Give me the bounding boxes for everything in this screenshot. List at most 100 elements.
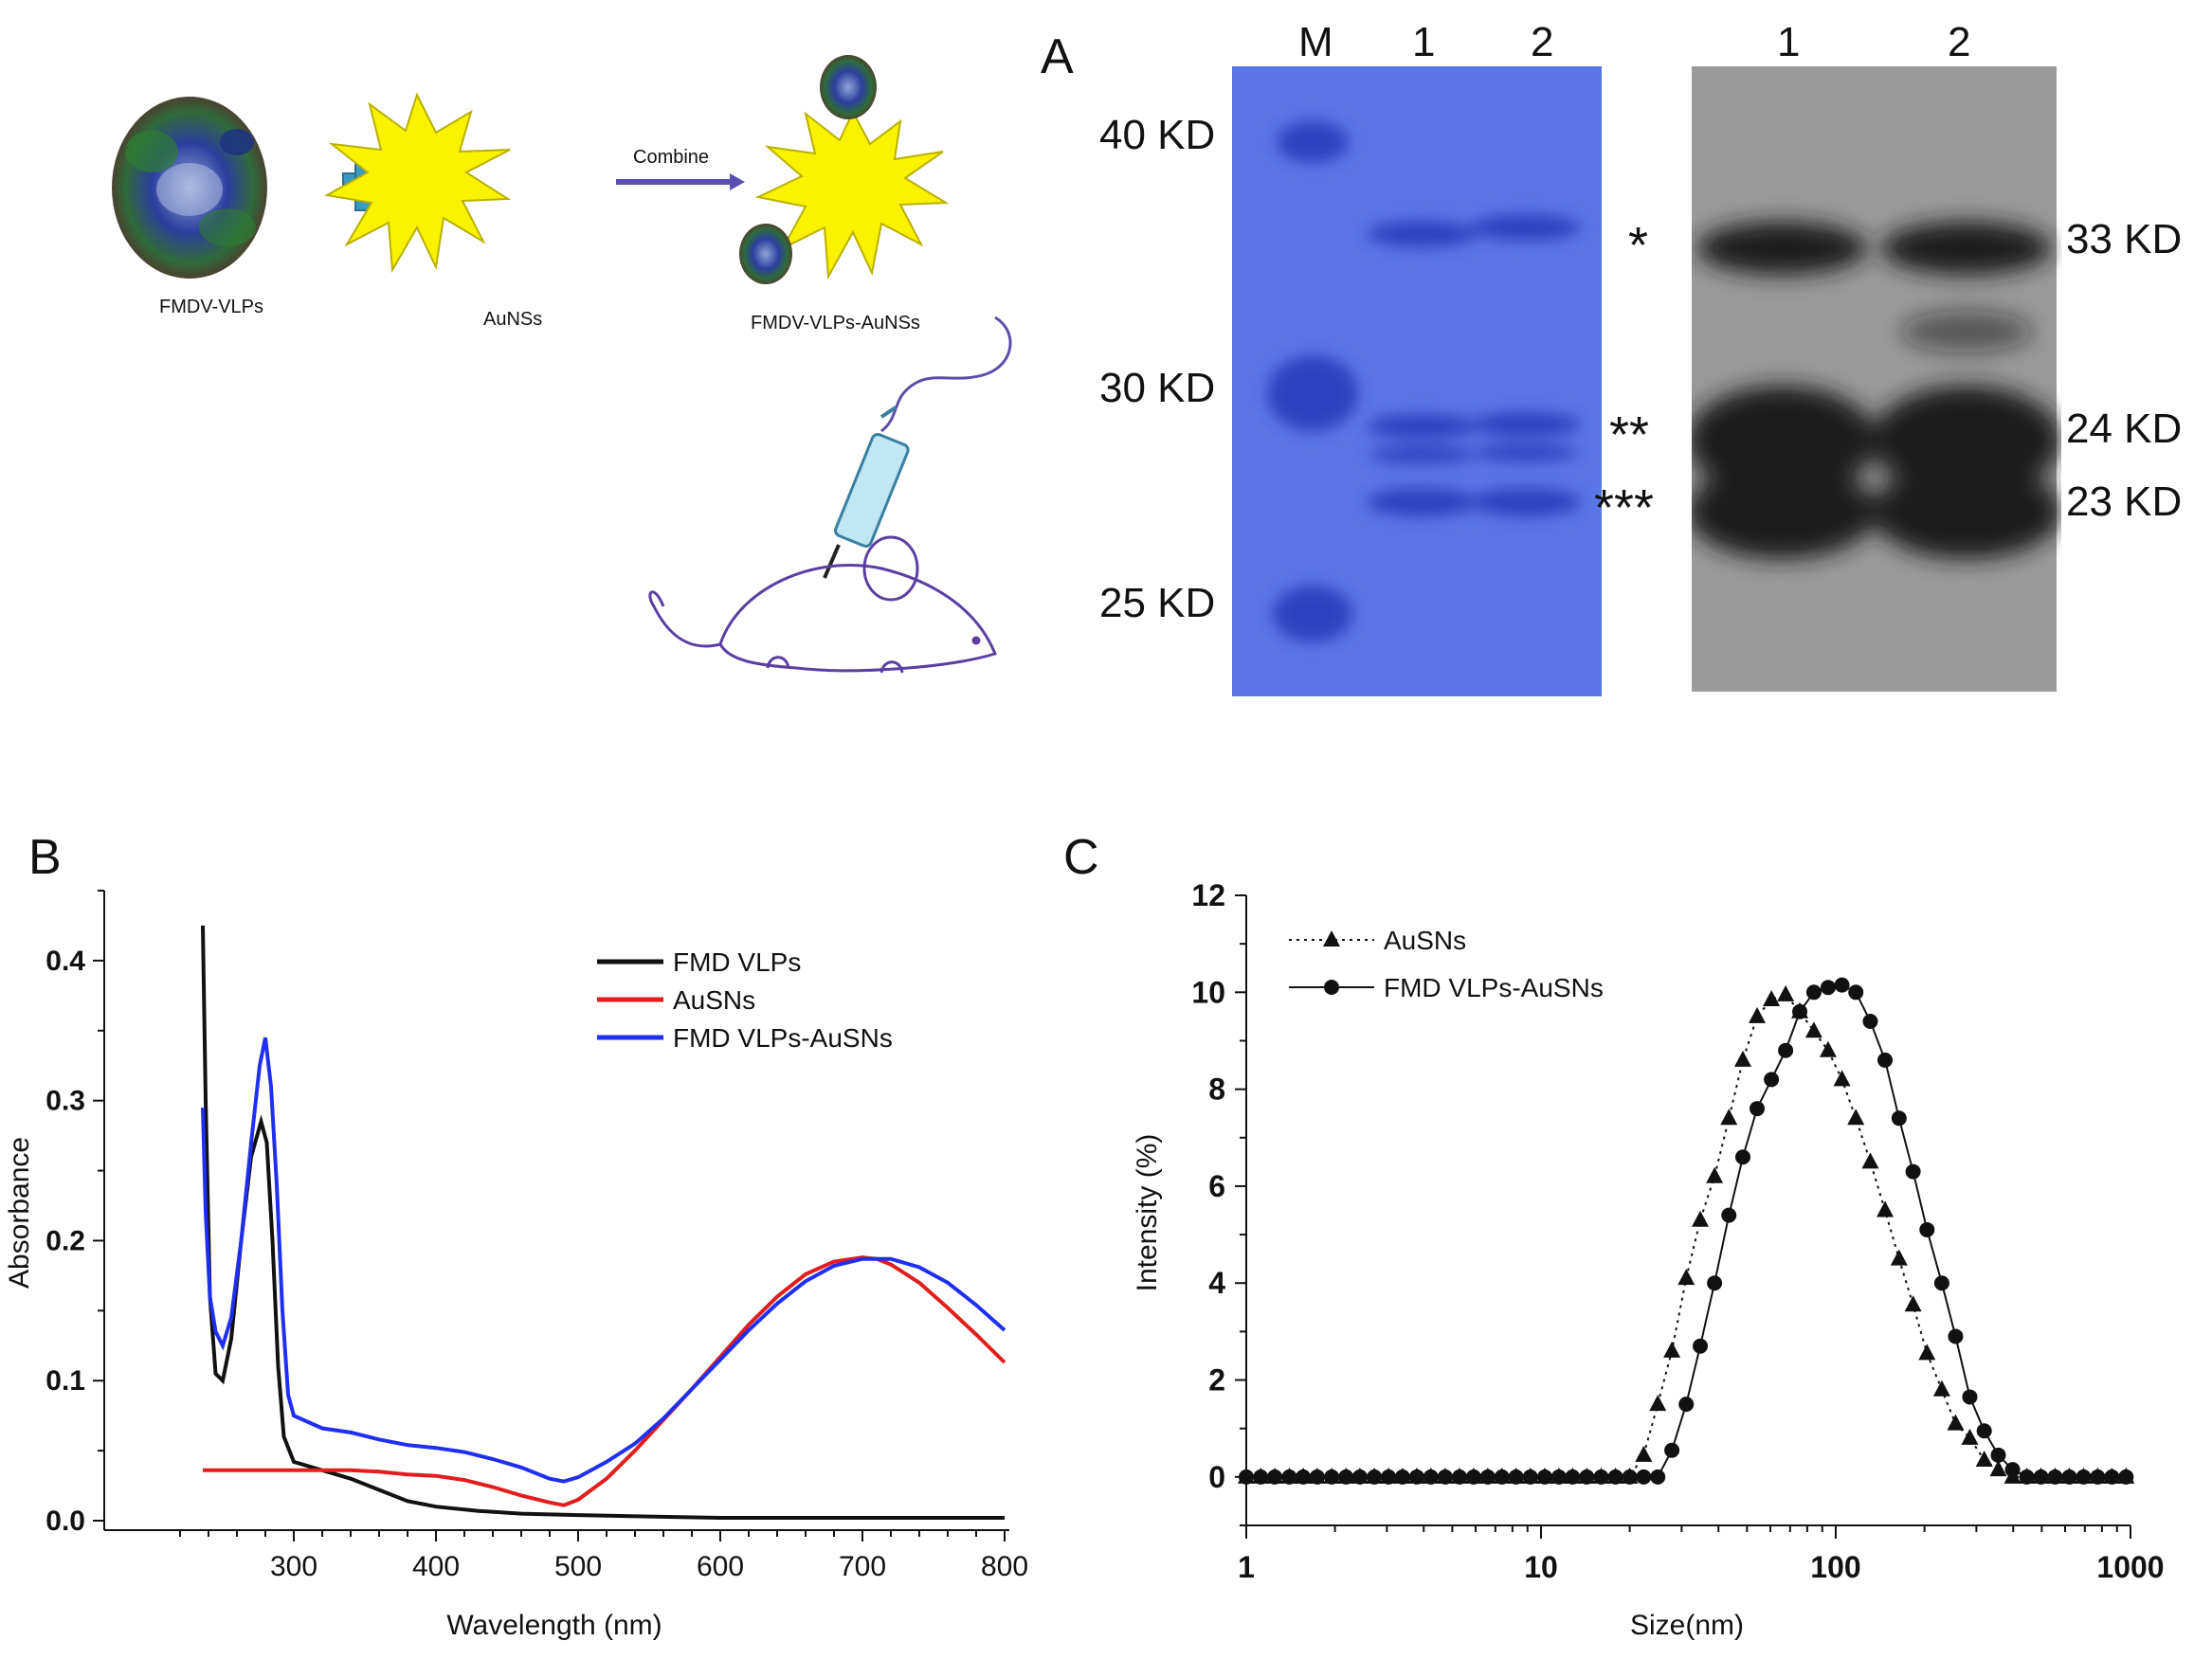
triangle-point [1989,1460,2007,1477]
series-line-2 [201,1037,1006,1484]
circle-point [1948,1328,1964,1344]
triangle-point [1635,1445,1653,1462]
circle-point [1877,1052,1894,1068]
x-tick-label: 1000 [2096,1550,2164,1584]
aunss-star-icon [324,92,512,274]
circle-point [1933,1275,1949,1291]
x-tick-label: 800 [981,1551,1028,1582]
circle-point [1367,1469,1383,1485]
triangle-point [1877,1200,1895,1217]
triangle-point [1847,1109,1865,1126]
circle-point [1905,1163,1921,1180]
circle-point [1650,1469,1666,1485]
star-33kd: * [1628,217,1649,274]
x-axis-label: Wavelength (nm) [446,1610,662,1641]
circle-point [1451,1469,1467,1485]
circle-point [1976,1423,1992,1439]
triangle-point [1763,989,1781,1006]
panel-letter-b: B [28,830,62,885]
x-tick-label: 100 [1810,1550,1860,1584]
legend-label: AuSNs [673,985,755,1015]
circle-point [1381,1469,1397,1485]
triangle-point [1975,1450,1993,1467]
label-complex: FMDV-VLPs-AuNSs [751,313,920,334]
band-33kd: 33 KD [2066,216,2183,262]
y-tick-label: 2 [1208,1363,1225,1398]
legend-marker [1324,980,1339,995]
label-vlp: FMDV-VLPs [159,297,264,317]
y-tick-label: 0.1 [45,1365,85,1397]
y-tick-label: 6 [1208,1169,1225,1203]
lane-label-1: 1 [1412,19,1436,65]
circle-point [1267,1469,1283,1485]
circle-point [1750,1101,1766,1117]
circle-point [1848,984,1864,1001]
circle-point [1408,1469,1424,1485]
circle-point [1423,1469,1439,1485]
circle-point [1281,1469,1297,1485]
triangle-point [1861,1152,1879,1169]
circle-point [1465,1469,1481,1485]
label-aunss: AuNSs [483,309,543,330]
triangle-point [1677,1269,1695,1286]
panel-letter-c: C [1063,830,1099,885]
x-tick-label: 500 [554,1551,602,1582]
circle-point [1565,1469,1581,1485]
triangle-point [1804,1021,1822,1038]
lane-label-m: M [1298,19,1333,65]
marker-30kd: 30 KD [1099,365,1216,411]
x-axis-label: Size(nm) [1630,1610,1744,1641]
lane-label-2: 2 [1531,19,1554,65]
panel-letter-a: A [1041,29,1074,84]
circle-point [2104,1469,2120,1485]
circle-point [1664,1442,1680,1458]
y-axis-label: Intensity (%) [1132,1134,1163,1292]
circle-point [2033,1469,2049,1485]
legend-marker [1323,930,1340,947]
circle-point [1834,977,1850,993]
combine-arrow-icon [616,173,745,190]
triangle-point [1663,1341,1681,1358]
circle-point [1919,1221,1935,1237]
triangle-point [1890,1249,1908,1266]
circle-point [2019,1469,2035,1485]
circle-point [1636,1469,1652,1485]
circle-point [1891,1110,1907,1127]
triangle-point [1833,1070,1851,1087]
band-24kd: 24 KD [2066,406,2183,452]
circle-point [1579,1469,1595,1485]
circle-point [1805,984,1822,1001]
vlp-sphere-icon [112,97,267,279]
circle-point [1394,1469,1410,1485]
schematic-illustration [112,55,1012,674]
triangle-point [1961,1428,1979,1445]
circle-point [1508,1469,1524,1485]
legend-label: FMD VLPs-AuSNs [673,1023,893,1053]
circle-point [2076,1469,2092,1485]
circle-point [2047,1469,2063,1485]
circle-point [2004,1462,2021,1478]
circle-point [1550,1469,1567,1485]
circle-point [2118,1469,2134,1485]
circle-point [1437,1469,1453,1485]
circle-point [1479,1469,1496,1485]
circle-point [1734,1149,1750,1165]
circle-point [1707,1275,1723,1291]
star-24kd: ** [1609,406,1650,463]
circle-point [1962,1389,1978,1405]
triangle-point [1819,1040,1837,1057]
y-tick-label: 12 [1191,878,1225,912]
x-tick-label: 400 [412,1551,460,1582]
circle-point [1622,1469,1638,1485]
circle-point [1778,1042,1794,1058]
western-lane-label-1: 1 [1777,19,1801,65]
triangle-point [1932,1379,1950,1397]
complex-star-icon [754,109,950,280]
x-tick-label: 10 [1524,1550,1558,1584]
series-line-1 [203,1255,1006,1507]
circle-point [1990,1447,2006,1463]
circle-point [2090,1469,2106,1485]
mouse-icon [648,535,998,674]
legend-label: FMD VLPs [673,947,801,977]
circle-point [1862,1014,1878,1029]
